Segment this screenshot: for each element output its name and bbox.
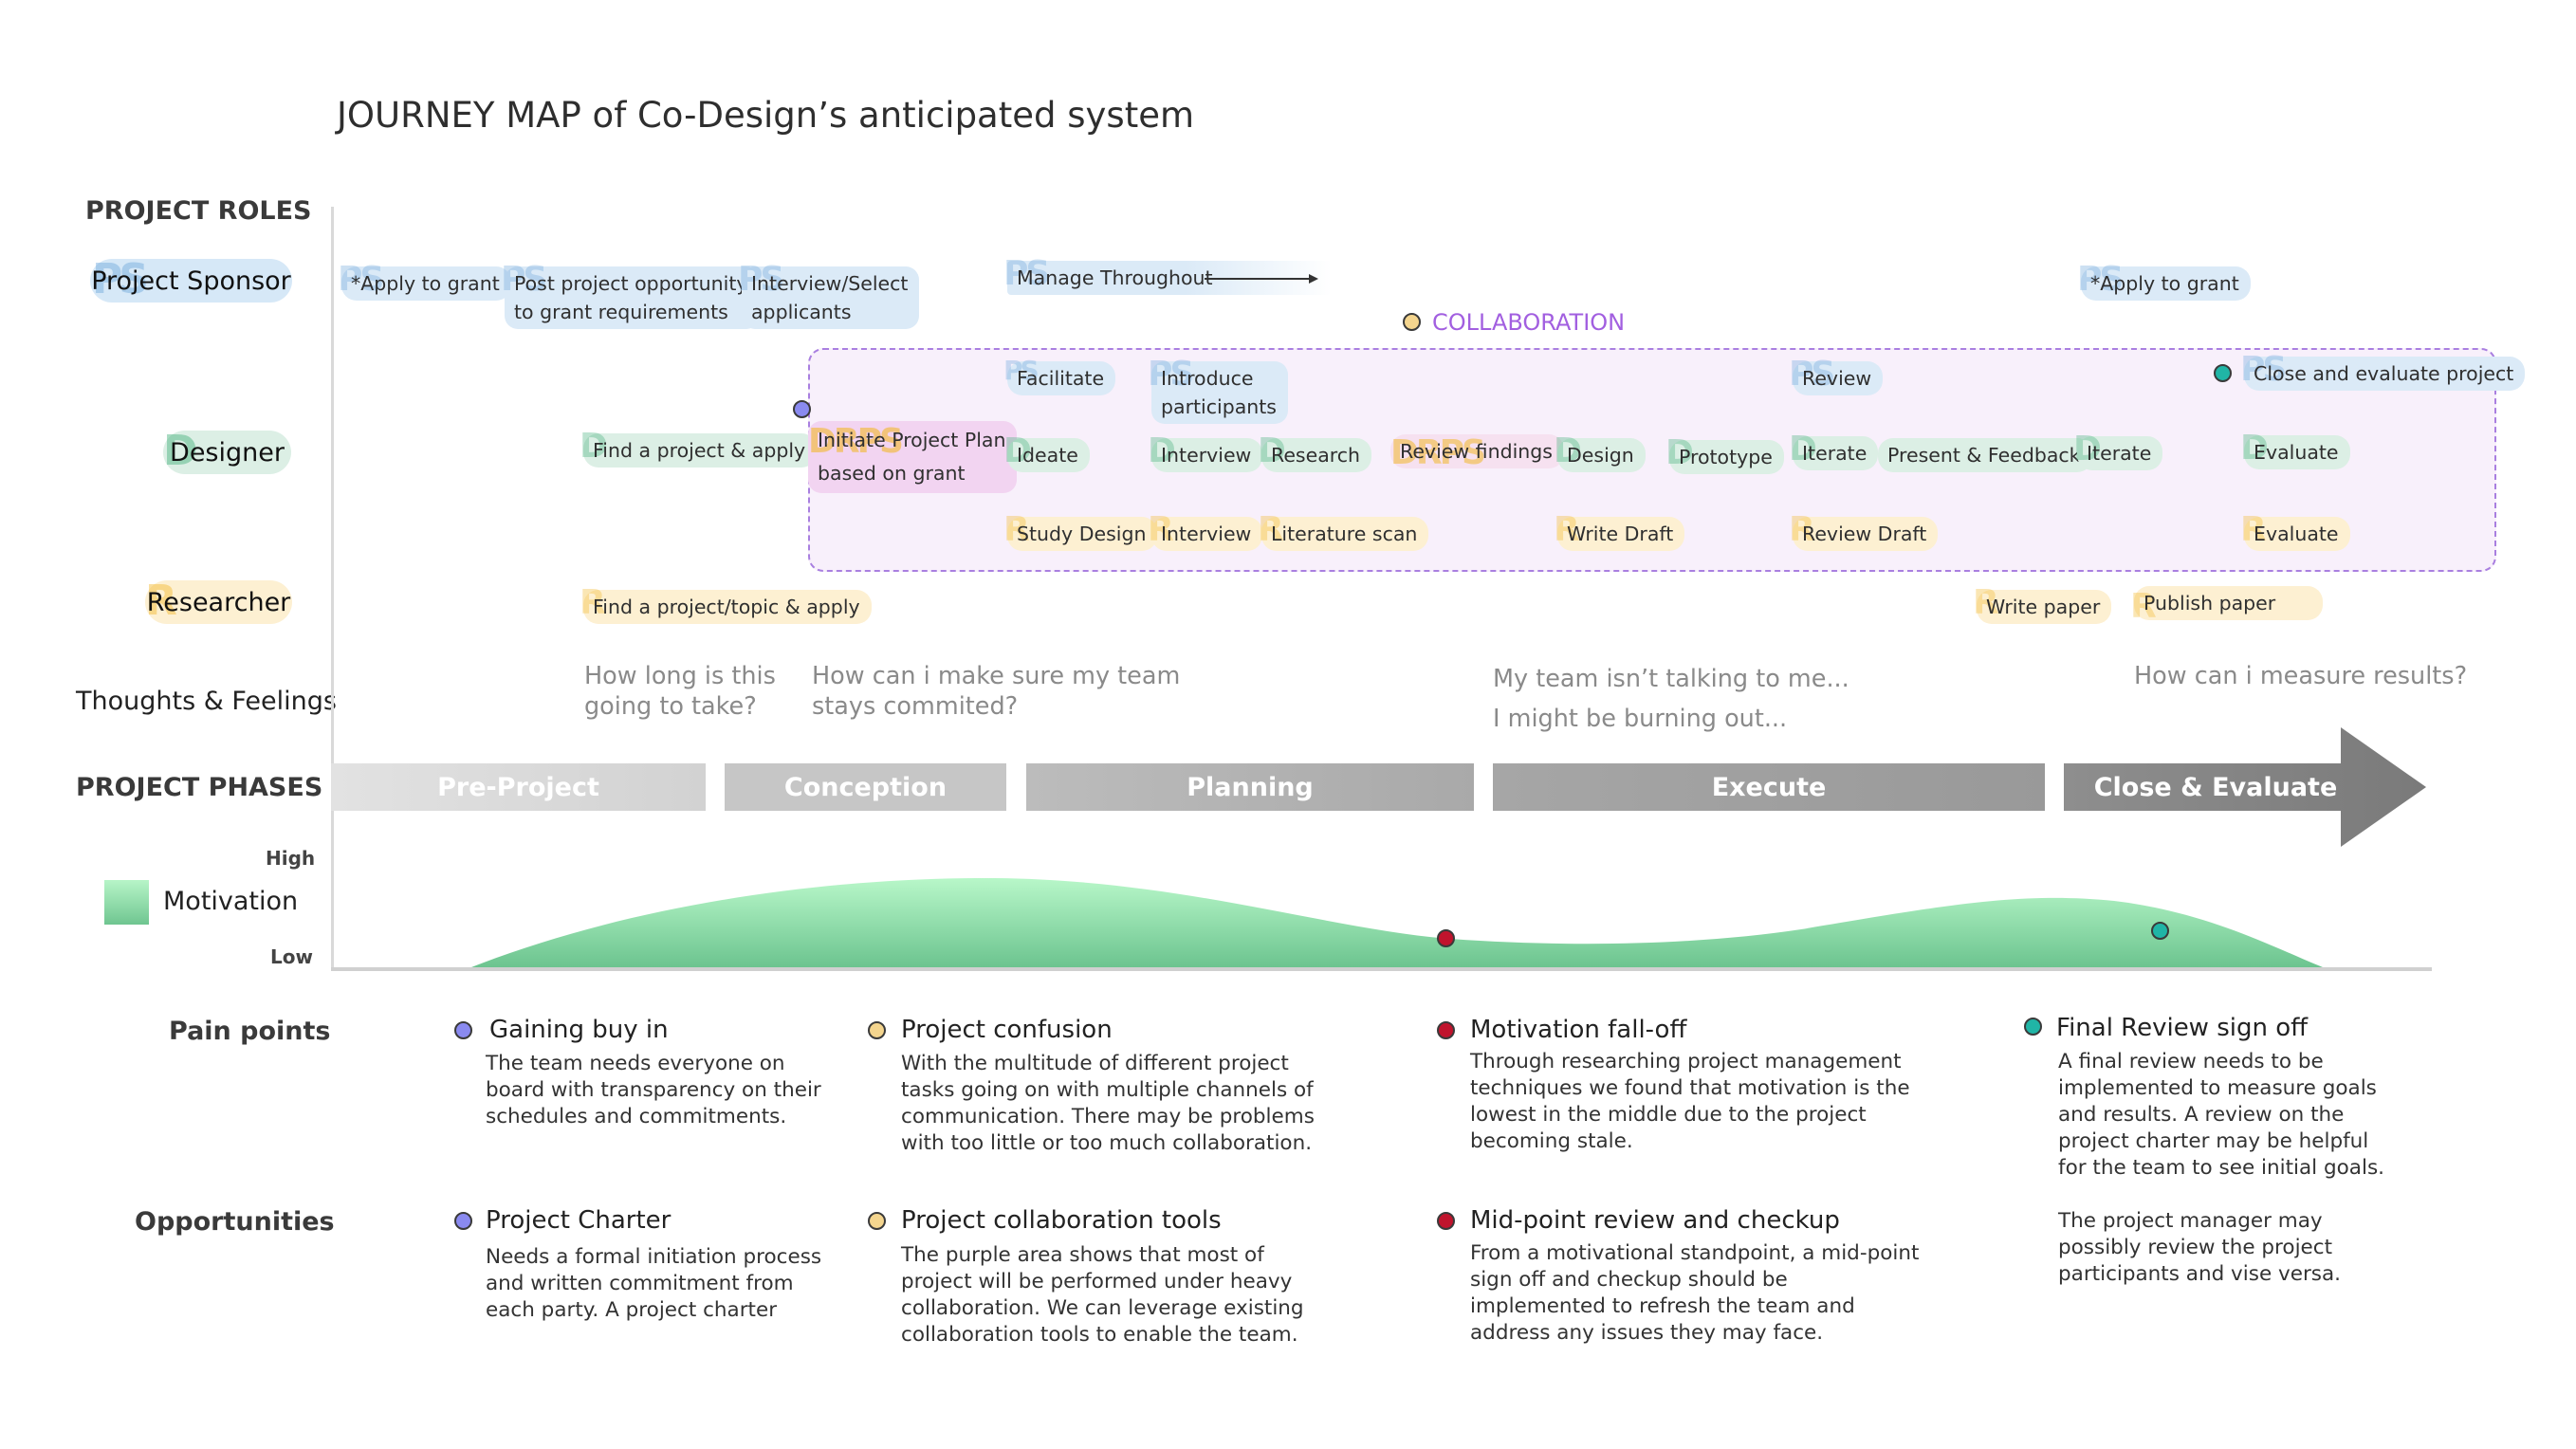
task-research: D Research — [1258, 434, 1372, 472]
opp-dot-charter — [454, 1212, 472, 1230]
task-review: PS Review — [1789, 358, 1884, 395]
task-find-topic-apply: R Find a project/topic & apply — [580, 586, 872, 624]
task-write-draft: R Write Draft — [1554, 513, 1685, 551]
role-researcher: R Researcher — [145, 580, 292, 624]
task-evaluate-researcher: R Evaluate — [2240, 513, 2350, 551]
task-publish-paper: R Publish paper — [2130, 586, 2324, 624]
motivation-legend-swatch — [104, 880, 149, 925]
pain-points-label: Pain points — [169, 1017, 331, 1046]
task-iterate-2: D Iterate — [2073, 432, 2163, 470]
task-interview-researcher: R Interview — [1148, 513, 1263, 551]
phase-pre-project: Pre-Project — [331, 763, 706, 811]
pain-dot-final-review — [2024, 1018, 2042, 1036]
task-find-project-apply: D Find a project & apply — [580, 430, 818, 468]
collaboration-label: COLLABORATION — [1432, 309, 1626, 336]
motivation-low-label: Low — [270, 945, 313, 968]
pain-title-confusion: Project confusion — [901, 1016, 1113, 1044]
motivation-legend-label: Motivation — [163, 887, 299, 916]
opp-title-collab-tools: Project collaboration tools — [901, 1206, 1222, 1235]
task-apply-grant-2: PS *Apply to grant — [2077, 263, 2251, 301]
task-interview-designer: D Interview — [1148, 434, 1263, 472]
motivation-curve — [471, 877, 2323, 967]
phase-close-evaluate-arrow — [2064, 727, 2426, 847]
motivation-high-label: High — [266, 847, 316, 870]
opp-body-collab-tools: The purple area shows that most of projec… — [901, 1243, 1304, 1347]
vertical-axis — [331, 207, 334, 969]
task-literature-scan: R Literature scan — [1258, 513, 1429, 551]
pain-body-final-review: A final review needs to be implemented to… — [2058, 1050, 2384, 1180]
thought-measure-results: How can i measure results? — [2134, 662, 2468, 690]
task-iterate: D Iterate — [1789, 432, 1879, 470]
opp-dot-collab-tools — [868, 1212, 886, 1230]
task-interview-select: PS Interview/Select applicants — [738, 263, 920, 329]
task-write-paper: R Write paper — [1973, 586, 2112, 624]
role-label: Designer — [170, 437, 285, 468]
opp-title-midpoint: Mid-point review and checkup — [1470, 1206, 1840, 1235]
role-label: Project Sponsor — [91, 266, 291, 296]
pain-dot-buy-in — [454, 1021, 472, 1039]
task-initiate-project-plan: DRPS Initiate Project Plan based on grant — [808, 421, 1018, 493]
collaboration-dot — [1403, 313, 1421, 331]
final-review-curve-dot — [2151, 922, 2169, 940]
horizontal-axis — [331, 967, 2432, 971]
task-apply-grant: PS *Apply to grant — [338, 263, 511, 301]
role-designer: D Designer — [163, 431, 291, 474]
role-label: Researcher — [146, 587, 291, 617]
opp-body-review-participants: The project manager may possibly review t… — [2058, 1209, 2342, 1286]
motivation-low-dot — [1437, 929, 1455, 947]
task-facilitate: PS Facilitate — [1003, 358, 1116, 395]
role-mark-d: D — [163, 427, 197, 475]
opp-title-charter: Project Charter — [486, 1206, 672, 1235]
task-manage-throughout: PS Manage Throughout — [1003, 257, 1332, 295]
opp-body-midpoint: From a motivational standpoint, a mid-po… — [1470, 1241, 1920, 1345]
page-title: JOURNEY MAP of Co-Design’s anticipated s… — [337, 95, 1195, 136]
pain-title-motivation: Motivation fall-off — [1470, 1016, 1687, 1044]
task-ideate: D Ideate — [1003, 434, 1090, 472]
role-project-sponsor: PS Project Sponsor — [90, 259, 292, 303]
buy-in-marker-dot — [793, 400, 811, 418]
task-prototype: D Prototype — [1665, 436, 1784, 474]
phase-close-evaluate: Close & Evaluate — [2093, 772, 2338, 802]
thought-how-long: How long is this going to take? — [584, 662, 776, 721]
final-review-marker-dot — [2214, 364, 2232, 382]
pain-dot-motivation — [1437, 1021, 1455, 1039]
task-present-feedback: Present & Feedback — [1878, 438, 2092, 472]
role-mark-ps: PS — [92, 255, 149, 303]
pain-body-buy-in: The team needs everyone on board with tra… — [486, 1052, 821, 1128]
role-mark-r: R — [145, 577, 177, 625]
task-evaluate-designer: D Evaluate — [2240, 431, 2350, 469]
task-design: D Design — [1554, 434, 1646, 472]
phase-execute: Execute — [1493, 763, 2045, 811]
pain-title-final-review: Final Review sign off — [2056, 1014, 2309, 1042]
opportunities-label: Opportunities — [135, 1207, 335, 1237]
pain-title-buy-in: Gaining buy in — [489, 1016, 669, 1044]
task-study-design: R Study Design — [1003, 513, 1158, 551]
task-review-draft: R Review Draft — [1789, 513, 1939, 551]
arrow-right-icon — [1205, 274, 1318, 284]
opp-dot-midpoint — [1437, 1212, 1455, 1230]
opp-body-charter: Needs a formal initiation process and wri… — [486, 1245, 822, 1322]
phase-planning: Planning — [1026, 763, 1474, 811]
project-phases-label: PROJECT PHASES — [76, 773, 323, 802]
pain-dot-confusion — [868, 1021, 886, 1039]
task-introduce-participants: PS Introduce participants — [1148, 358, 1288, 424]
pain-body-motivation: Through researching project management te… — [1470, 1050, 1910, 1153]
task-close-evaluate: PS Close and evaluate project — [2240, 353, 2526, 391]
phase-conception: Conception — [725, 763, 1006, 811]
task-review-findings: DRPS Review findings — [1390, 434, 1564, 470]
thought-burning-out: My team isn’t talking to me... I might be… — [1493, 665, 1849, 733]
thought-team-committed: How can i make sure my team stays commite… — [812, 662, 1181, 721]
thoughts-feelings-label: Thoughts & Feelings — [76, 687, 337, 716]
task-post-opportunity: PS Post project opportunity to grant requi… — [501, 263, 760, 329]
pain-body-confusion: With the multitude of different project t… — [901, 1052, 1315, 1155]
project-roles-label: PROJECT ROLES — [85, 196, 312, 226]
